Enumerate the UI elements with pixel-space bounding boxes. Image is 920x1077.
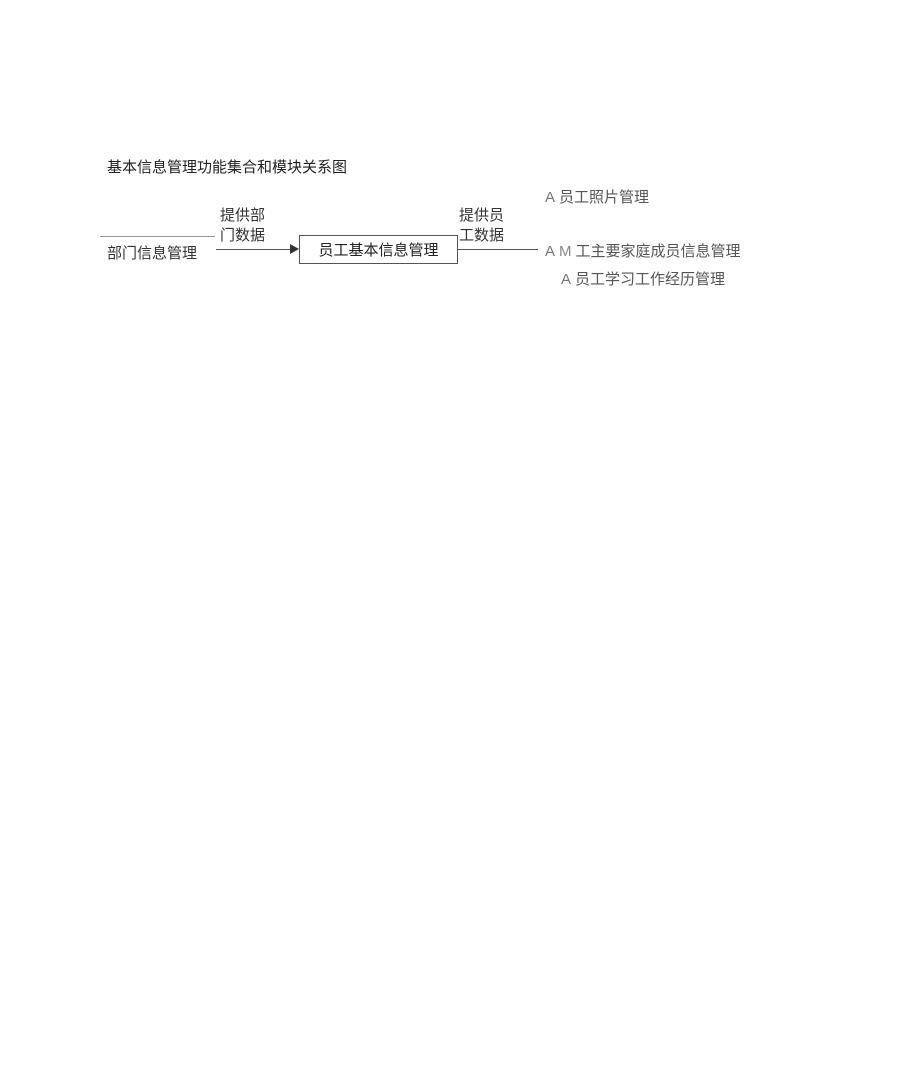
- edge-label2-line1: 提供员: [459, 208, 504, 224]
- node-emp-basic: 员工基本信息管理: [299, 235, 458, 264]
- edge-dept-emp-label: 提供部 门数据: [220, 207, 265, 246]
- prefix-a-icon: A: [545, 189, 555, 206]
- edge-emp-right-label: 提供员 工数据: [459, 207, 504, 246]
- prefix-m-icon: M: [559, 243, 572, 260]
- edge-dept-emp-arrow: [290, 244, 299, 254]
- dept-underline: [100, 236, 215, 237]
- edge-label2-line2: 工数据: [459, 228, 504, 244]
- edge-dept-emp-line: [216, 249, 292, 250]
- diagram-title: 基本信息管理功能集合和模块关系图: [107, 156, 347, 177]
- edge-emp-right-line: [458, 249, 538, 250]
- right-item-experience-label: 员工学习工作经历管理: [575, 272, 725, 288]
- edge-label-line1: 提供部: [220, 208, 265, 224]
- right-item-family: AM工主要家庭成员信息管理: [545, 240, 741, 261]
- right-item-photo-label: 员工照片管理: [559, 190, 649, 206]
- prefix-a-icon: A: [561, 271, 571, 288]
- prefix-a-icon: A: [545, 243, 555, 260]
- node-dept: 部门信息管理: [107, 242, 197, 263]
- right-item-family-label: 工主要家庭成员信息管理: [576, 244, 741, 260]
- edge-label-line2: 门数据: [220, 228, 265, 244]
- node-emp-basic-label: 员工基本信息管理: [318, 239, 438, 260]
- right-item-experience: A员工学习工作经历管理: [561, 268, 725, 289]
- right-item-photo: A员工照片管理: [545, 186, 649, 207]
